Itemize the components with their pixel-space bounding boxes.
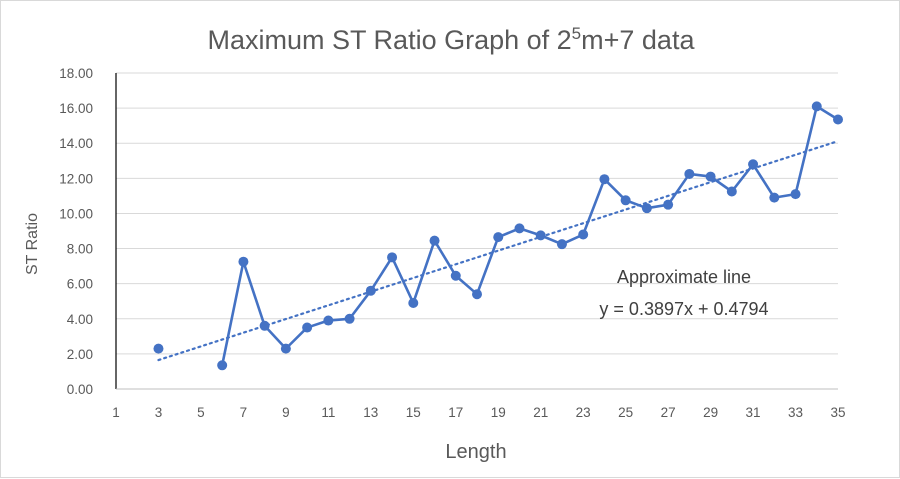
x-tick-label: 3 xyxy=(155,405,163,420)
y-tick-label: 14.00 xyxy=(59,136,93,151)
x-tick-labels: 1 3 5 7 9 11 13 15 17 19 21 23 25 27 29 31 33 35 xyxy=(112,405,845,420)
data-point xyxy=(344,313,355,324)
data-point xyxy=(153,343,164,354)
data-point xyxy=(387,252,398,263)
data-point xyxy=(811,101,822,112)
x-tick-label: 5 xyxy=(197,405,205,420)
data-point xyxy=(429,235,440,246)
series-line xyxy=(220,105,839,366)
y-axis-title: ST Ratio xyxy=(24,213,41,275)
x-tick-label: 7 xyxy=(240,405,248,420)
y-tick-label: 4.00 xyxy=(67,312,93,327)
data-point xyxy=(514,223,525,234)
annotation-line2: y = 0.3897x + 0.4794 xyxy=(599,299,768,319)
x-tick-label: 13 xyxy=(363,405,378,420)
x-tick-label: 29 xyxy=(703,405,718,420)
y-tick-label: 0.00 xyxy=(67,382,93,397)
x-tick-label: 23 xyxy=(576,405,591,420)
data-point xyxy=(748,159,759,170)
y-tick-label: 16.00 xyxy=(59,101,93,116)
data-point xyxy=(302,322,313,333)
y-tick-label: 12.00 xyxy=(59,171,93,186)
annotation-line1: Approximate line xyxy=(617,267,751,287)
trendline xyxy=(157,140,840,362)
x-tick-label: 25 xyxy=(618,405,633,420)
data-point xyxy=(472,289,482,300)
data-point xyxy=(705,171,716,182)
x-tick-label: 31 xyxy=(746,405,761,420)
data-point xyxy=(280,343,291,354)
gridlines xyxy=(116,72,838,355)
data-point xyxy=(365,285,376,296)
y-tick-label: 10.00 xyxy=(59,206,93,221)
x-tick-label: 17 xyxy=(448,405,463,420)
y-tick-label: 2.00 xyxy=(67,347,93,362)
x-tick-label: 15 xyxy=(406,405,421,420)
data-point xyxy=(238,256,249,267)
x-tick-label: 19 xyxy=(491,405,506,420)
y-tick-label: 8.00 xyxy=(67,242,93,257)
data-point xyxy=(217,360,228,371)
data-point xyxy=(408,297,419,308)
chart-title-superscript: 5 xyxy=(572,24,581,43)
x-tick-label: 9 xyxy=(282,405,290,420)
data-point xyxy=(493,232,504,243)
data-point xyxy=(620,195,631,206)
series-group xyxy=(220,105,839,366)
data-point xyxy=(259,320,270,331)
data-point xyxy=(663,199,674,210)
data-point xyxy=(323,315,334,326)
trendline-group xyxy=(157,140,840,362)
data-point xyxy=(769,192,780,203)
data-point xyxy=(556,239,567,250)
chart-title-suffix: m+7 data xyxy=(581,25,695,55)
y-tick-label: 18.00 xyxy=(59,66,93,81)
data-point xyxy=(684,168,695,179)
axes xyxy=(115,73,838,390)
x-tick-label: 27 xyxy=(661,405,676,420)
data-point xyxy=(578,229,589,240)
data-point xyxy=(641,203,652,214)
data-point xyxy=(535,230,546,241)
chart-title-main: Maximum ST Ratio Graph of 2 xyxy=(208,25,572,55)
data-point xyxy=(726,186,737,197)
data-point xyxy=(599,174,610,185)
x-axis-title: Length xyxy=(445,441,506,463)
data-point xyxy=(450,270,461,281)
x-tick-label: 21 xyxy=(533,405,548,420)
y-tick-label: 6.00 xyxy=(67,277,93,292)
chart-title: Maximum ST Ratio Graph of 25m+7 data xyxy=(208,24,696,55)
y-tick-labels: 0.00 2.00 4.00 6.00 8.00 10.00 12.00 14.00 16.00… xyxy=(59,66,93,397)
x-tick-label: 33 xyxy=(788,405,803,420)
x-tick-label: 35 xyxy=(830,405,845,420)
data-point xyxy=(833,114,843,125)
data-point xyxy=(790,189,801,200)
x-tick-label: 11 xyxy=(321,405,335,420)
x-tick-label: 1 xyxy=(112,405,120,420)
points-group xyxy=(153,101,843,371)
